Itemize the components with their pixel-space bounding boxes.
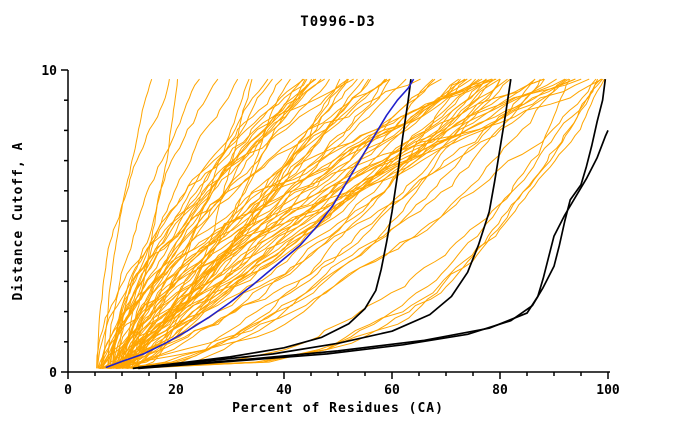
prediction-curve-orange bbox=[96, 78, 354, 369]
prediction-curve-orange bbox=[124, 78, 291, 369]
prediction-curve-orange bbox=[107, 78, 599, 369]
prediction-curve-orange bbox=[127, 78, 480, 369]
reference-model-black-1 bbox=[132, 78, 412, 370]
prediction-curve-orange bbox=[119, 78, 305, 369]
prediction-curve-orange bbox=[135, 78, 477, 369]
prediction-curve-orange bbox=[110, 78, 472, 369]
prediction-curve-orange bbox=[99, 78, 483, 369]
x-tick-label: 80 bbox=[492, 383, 508, 398]
highlighted-model-blue bbox=[105, 78, 415, 369]
prediction-curve-orange bbox=[102, 78, 545, 369]
prediction-curve-orange bbox=[118, 78, 348, 369]
prediction-curve-orange bbox=[136, 78, 460, 369]
prediction-curve-orange bbox=[131, 78, 501, 369]
reference-model-black-3 bbox=[138, 78, 607, 370]
prediction-curve-orange bbox=[132, 78, 388, 369]
prediction-curve-orange bbox=[126, 78, 501, 369]
prediction-curve-orange bbox=[100, 78, 461, 369]
prediction-curve-orange bbox=[107, 78, 273, 369]
prediction-curve-orange bbox=[112, 78, 349, 369]
prediction-curve-orange bbox=[124, 78, 358, 369]
prediction-curve-orange bbox=[107, 79, 178, 369]
x-tick-label: 100 bbox=[596, 383, 620, 398]
prediction-curve-orange bbox=[129, 78, 391, 369]
prediction-curve-orange bbox=[125, 78, 487, 369]
chart-title: T0996-D3 bbox=[300, 14, 375, 30]
prediction-curve-orange bbox=[137, 78, 468, 369]
tick-labels-layer: 0 20 40 60 80 100 0 10 bbox=[41, 64, 620, 398]
prediction-curve-orange bbox=[97, 78, 421, 369]
prediction-curve-orange bbox=[114, 78, 407, 369]
prediction-curve-orange bbox=[131, 78, 602, 369]
curves-layer bbox=[96, 78, 609, 370]
prediction-curve-orange bbox=[117, 78, 219, 369]
prediction-curve-orange bbox=[107, 78, 341, 369]
reference-model-black-4 bbox=[143, 130, 609, 369]
x-tick-label: 60 bbox=[384, 383, 400, 398]
prediction-curve-orange bbox=[113, 78, 545, 369]
prediction-curve-orange bbox=[110, 78, 597, 369]
reference-model-black-2 bbox=[138, 78, 512, 369]
prediction-curve-orange bbox=[113, 78, 317, 369]
prediction-curve-orange bbox=[137, 78, 571, 369]
x-tick-label: 20 bbox=[168, 383, 184, 398]
prediction-curve-orange bbox=[102, 78, 487, 369]
x-tick-label: 40 bbox=[276, 383, 292, 398]
prediction-curve-orange bbox=[129, 78, 436, 369]
prediction-curve-orange bbox=[103, 78, 153, 369]
y-tick-label: 10 bbox=[41, 64, 57, 79]
prediction-curve-orange bbox=[120, 78, 386, 369]
prediction-curve-orange bbox=[97, 79, 170, 369]
prediction-curve-orange bbox=[115, 78, 567, 369]
axes-layer bbox=[61, 69, 610, 379]
y-axis-label: Distance Cutoff, A bbox=[11, 142, 26, 301]
y-tick-label: 0 bbox=[49, 366, 57, 381]
prediction-curve-orange bbox=[101, 78, 315, 369]
prediction-curve-orange bbox=[99, 78, 536, 369]
prediction-curve-orange bbox=[121, 78, 350, 369]
prediction-curve-orange bbox=[98, 78, 605, 369]
prediction-curve-orange bbox=[116, 78, 604, 369]
x-tick-label: 0 bbox=[64, 383, 72, 398]
prediction-curve-orange bbox=[107, 78, 200, 369]
x-axis-label: Percent of Residues (CA) bbox=[232, 401, 444, 416]
